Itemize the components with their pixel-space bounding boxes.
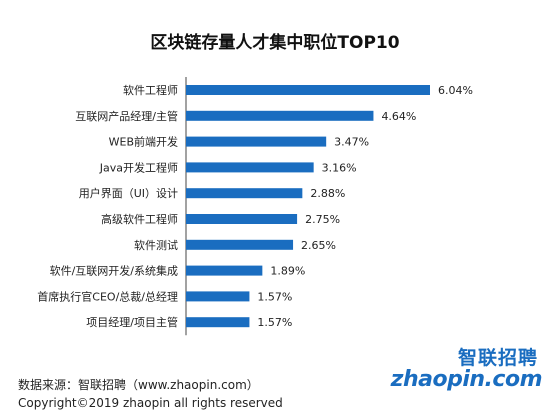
value-label: 6.04%: [438, 84, 473, 97]
bar: [186, 239, 294, 250]
category-label: 项目经理/项目主管: [86, 315, 178, 329]
category-label: 软件工程师: [123, 83, 178, 97]
bar: [186, 136, 327, 147]
zhaopin-logo: 智联招聘 zhaopin.com: [391, 343, 543, 399]
category-label: 高级软件工程师: [101, 212, 178, 226]
bar: [186, 85, 430, 95]
bar: [186, 214, 298, 224]
category-label: WEB前端开发: [109, 135, 178, 149]
data-source-note: 数据来源：智联招聘（www.zhaopin.com）: [18, 378, 259, 392]
category-label: 首席执行官CEO/总裁/总经理: [37, 289, 178, 303]
logo-chinese-text: 智联招聘: [457, 347, 538, 369]
category-label: 互联网产品经理/主管: [75, 109, 178, 123]
value-label: 3.16%: [322, 161, 357, 174]
bar: [186, 110, 374, 121]
bar: [186, 162, 314, 173]
value-label: 2.75%: [305, 213, 340, 226]
category-label: 用户界面（UI）设计: [79, 186, 178, 200]
copyright-note: Copyright©2019 zhaopin all rights reserv…: [18, 396, 283, 410]
chart-title: 区块链存量人才集中职位TOP10: [150, 33, 400, 53]
bar-chart: 软件工程师 6.04% 互联网产品经理/主管 4.64% WEB前端开发 3.47% Jav…: [37, 77, 473, 336]
value-label: 1.57%: [257, 290, 292, 303]
category-label: 软件测试: [134, 238, 178, 252]
category-label: Java开发工程师: [99, 160, 178, 174]
value-label: 2.88%: [310, 187, 345, 200]
value-label: 3.47%: [334, 136, 369, 149]
category-label: 软件/互联网开发/系统集成: [50, 264, 178, 278]
bar: [186, 188, 303, 199]
bar: [186, 317, 250, 328]
value-label: 1.89%: [270, 265, 305, 278]
value-label: 2.65%: [301, 239, 336, 252]
bar: [186, 265, 263, 276]
bar: [186, 291, 250, 302]
value-label: 1.57%: [257, 316, 292, 329]
logo-english-text: zhaopin.com: [390, 367, 543, 392]
value-label: 4.64%: [381, 110, 416, 123]
